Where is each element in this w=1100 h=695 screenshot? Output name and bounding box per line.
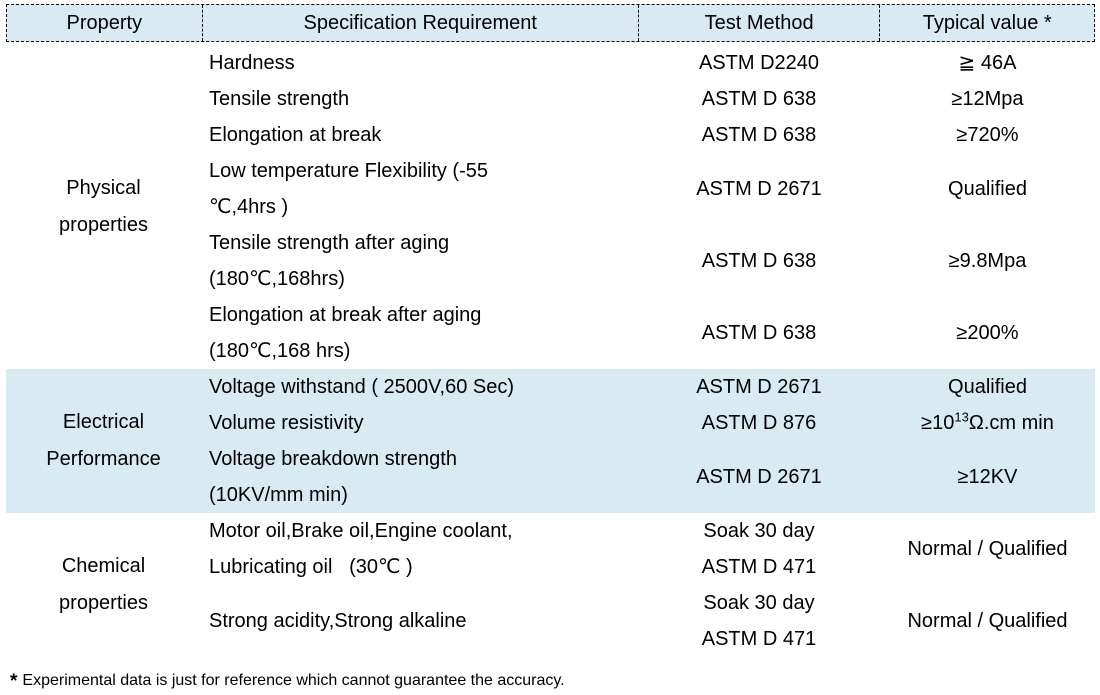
spec-cell: Strong acidity,Strong alkaline bbox=[209, 610, 467, 632]
method-cell: ASTM D 2671 bbox=[696, 178, 822, 200]
method-cell: ASTM D 638 bbox=[701, 124, 817, 146]
value-cell: ≥9.8Mpa bbox=[948, 250, 1027, 272]
spec-cell: Elongation at break bbox=[209, 124, 382, 146]
method-cell: Soak 30 day ASTM D 471 bbox=[701, 592, 817, 650]
table-row: Elongation at break after aging (180℃,16… bbox=[201, 297, 1095, 369]
table-row: Voltage withstand ( 2500V,60 Sec) ASTM D… bbox=[201, 369, 1095, 405]
table-row: Tensile strength after aging (180℃,168hr… bbox=[201, 225, 1095, 297]
value-cell: ≥200% bbox=[956, 322, 1019, 344]
spec-cell: Tensile strength bbox=[209, 88, 350, 110]
value-cell: Qualified bbox=[948, 178, 1027, 200]
table-body: Physical properties Hardness ASTM D2240 … bbox=[6, 45, 1095, 657]
spec-cell: Motor oil,Brake oil,Engine coolant, Lubr… bbox=[209, 520, 513, 578]
value-prefix: ≥10 bbox=[921, 412, 955, 434]
table-row: Volume resistivity ASTM D 876 ≥1013Ω.cm … bbox=[201, 405, 1095, 441]
header-typical-value: Typical value * bbox=[879, 5, 1094, 41]
spec-cell: Voltage withstand ( 2500V,60 Sec) bbox=[209, 376, 515, 398]
method-cell: Soak 30 day ASTM D 471 bbox=[701, 520, 817, 578]
footnote: * Experimental data is just for reference… bbox=[6, 669, 1100, 692]
spec-cell: Hardness bbox=[209, 52, 295, 74]
method-cell: ASTM D 638 bbox=[701, 322, 817, 344]
method-cell: ASTM D 2671 bbox=[696, 466, 822, 488]
method-cell: ASTM D 638 bbox=[701, 250, 817, 272]
method-cell: ASTM D2240 bbox=[698, 52, 820, 74]
table-header-row: Property Specification Requirement Test … bbox=[6, 4, 1095, 42]
property-label: Chemical properties bbox=[59, 555, 148, 614]
spec-cell: Volume resistivity bbox=[209, 412, 364, 434]
table-row: Strong acidity,Strong alkaline Soak 30 d… bbox=[201, 585, 1095, 657]
table-row: Elongation at break ASTM D 638 ≥720% bbox=[201, 117, 1095, 153]
footnote-text: Experimental data is just for reference … bbox=[22, 672, 565, 689]
spec-cell: Tensile strength after aging (180℃,168hr… bbox=[209, 232, 450, 290]
value-cell: ≥12KV bbox=[957, 466, 1018, 488]
header-test-method: Test Method bbox=[637, 5, 880, 41]
method-cell: ASTM D 2671 bbox=[696, 376, 822, 398]
section-rows: Hardness ASTM D2240 ≧ 46A Tensile streng… bbox=[201, 45, 1095, 369]
spec-cell: Voltage breakdown strength (10KV/mm min) bbox=[209, 448, 457, 506]
property-label: Electrical Performance bbox=[46, 411, 161, 470]
table-row: Voltage breakdown strength (10KV/mm min)… bbox=[201, 441, 1095, 513]
section-physical-properties: Physical properties Hardness ASTM D2240 … bbox=[6, 45, 1095, 369]
property-label: Physical properties bbox=[59, 177, 148, 236]
spec-cell: Low temperature Flexibility (-55 ℃,4hrs … bbox=[209, 160, 488, 218]
section-rows: Voltage withstand ( 2500V,60 Sec) ASTM D… bbox=[201, 369, 1095, 513]
footnote-asterisk: * bbox=[10, 671, 18, 692]
value-cell: Normal / Qualified bbox=[907, 538, 1068, 560]
value-cell: ≥12Mpa bbox=[951, 88, 1024, 110]
value-cell: Qualified bbox=[948, 376, 1027, 398]
header-specification-requirement: Specification Requirement bbox=[201, 5, 638, 41]
value-cell: Normal / Qualified bbox=[907, 610, 1068, 632]
table-row: Motor oil,Brake oil,Engine coolant, Lubr… bbox=[201, 513, 1095, 585]
section-electrical-performance: Electrical Performance Voltage withstand… bbox=[6, 369, 1095, 513]
table-row: Tensile strength ASTM D 638 ≥12Mpa bbox=[201, 81, 1095, 117]
value-cell: ≧ 46A bbox=[958, 52, 1017, 74]
spec-cell: Elongation at break after aging (180℃,16… bbox=[209, 304, 482, 362]
value-cell: ≥720% bbox=[956, 124, 1019, 146]
method-cell: ASTM D 876 bbox=[701, 412, 817, 434]
header-property: Property bbox=[66, 11, 143, 34]
value-suffix: Ω.cm min bbox=[968, 412, 1054, 434]
value-superscript: 13 bbox=[954, 409, 969, 425]
method-cell: ASTM D 638 bbox=[701, 88, 817, 110]
value-cell: ≥1013Ω.cm min bbox=[880, 405, 1095, 441]
section-rows: Motor oil,Brake oil,Engine coolant, Lubr… bbox=[201, 513, 1095, 657]
section-chemical-properties: Chemical properties Motor oil,Brake oil,… bbox=[6, 513, 1095, 657]
table-row: Low temperature Flexibility (-55 ℃,4hrs … bbox=[201, 153, 1095, 225]
table-row: Hardness ASTM D2240 ≧ 46A bbox=[201, 45, 1095, 81]
